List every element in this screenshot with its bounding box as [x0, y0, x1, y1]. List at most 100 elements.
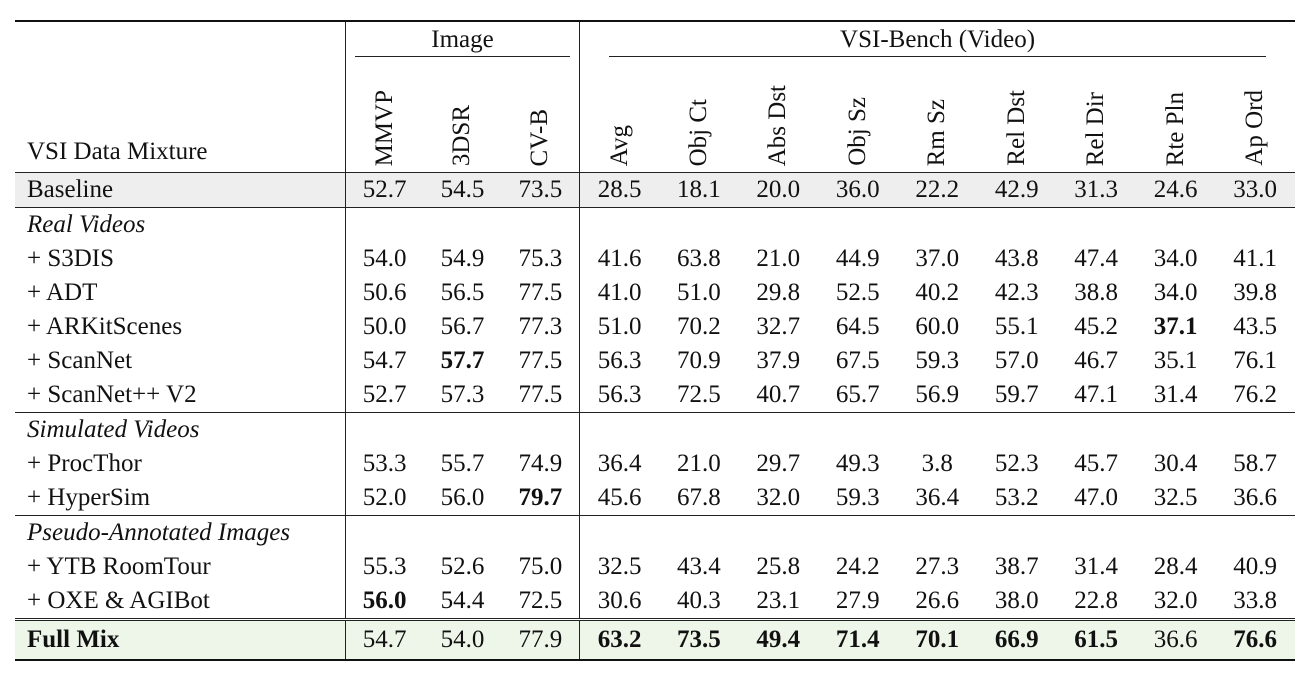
row-label: + YTB RoomTour — [27, 553, 211, 580]
cell-value: 71.4 — [835, 626, 880, 653]
cell-value: 72.5 — [676, 381, 721, 408]
empty-cell — [976, 515, 1057, 550]
cell: 40.3 — [659, 584, 738, 620]
column-header-row: MMVP 3DSR CV-B Avg Obj Ct Abs Dst Obj Sz Rm Sz R… — [15, 60, 1295, 173]
cell-value: 50.6 — [362, 279, 407, 306]
cell: 49.4 — [738, 618, 819, 661]
cell: 22.2 — [897, 172, 977, 208]
cell: 59.3 — [818, 481, 897, 516]
cell: 51.0 — [579, 310, 660, 344]
cell: 42.3 — [977, 276, 1056, 310]
cell-value: 37.0 — [915, 245, 960, 272]
cell: 33.8 — [1215, 584, 1295, 620]
cell-value: 18.1 — [676, 176, 721, 203]
cell: 41.0 — [579, 276, 660, 310]
column-header: Obj Ct — [659, 60, 738, 173]
empty-cell — [976, 412, 1057, 447]
cell-value: 70.2 — [676, 313, 721, 340]
cell-value: 25.8 — [756, 553, 801, 580]
cell-value: 31.3 — [1074, 176, 1119, 203]
empty-cell — [897, 515, 977, 550]
cell: 49.3 — [818, 447, 897, 481]
data-row: + ARKitScenes 50.0 56.7 77.3 51.0 70.2 32.7 64.… — [15, 310, 1295, 344]
cell-value: 55.1 — [994, 313, 1039, 340]
cell: 37.0 — [897, 242, 976, 276]
cell-value: 55.3 — [362, 553, 407, 580]
cell: 41.6 — [579, 242, 660, 276]
cell: 76.1 — [1215, 344, 1295, 378]
cell: 28.5 — [579, 172, 660, 208]
cell: 31.4 — [1136, 378, 1215, 413]
cell: 32.5 — [579, 550, 660, 584]
cell: 65.7 — [818, 378, 897, 413]
cell: 20.0 — [738, 172, 819, 208]
cell-value: 45.6 — [597, 484, 642, 511]
cell: 54.7 — [344, 344, 424, 378]
cell: 54.4 — [423, 584, 501, 620]
cell: 25.8 — [739, 550, 818, 584]
cell-value: 35.1 — [1153, 347, 1198, 374]
cell-value: 36.6 — [1153, 626, 1198, 653]
cell: 63.8 — [659, 242, 738, 276]
cell-value: 36.0 — [835, 176, 880, 203]
empty-cell — [1056, 412, 1136, 447]
cell-value: 24.2 — [835, 553, 880, 580]
section-row: Pseudo-Annotated Images — [15, 515, 1295, 550]
cell: 72.5 — [659, 378, 738, 413]
cell-value: 57.0 — [994, 347, 1039, 374]
cell-value: 43.4 — [676, 553, 721, 580]
cell: 29.8 — [739, 276, 818, 310]
cell: 45.6 — [579, 481, 660, 516]
row-label: + ScanNet — [27, 347, 133, 374]
cell-value: 70.9 — [676, 347, 721, 374]
cell: 37.1 — [1136, 310, 1215, 344]
column-header: Rel Dst — [977, 60, 1056, 173]
cell-value: 54.7 — [362, 626, 407, 653]
data-row: + ScanNet 54.7 57.7 77.5 56.3 70.9 37.9 67.5 59.… — [15, 344, 1295, 378]
cell: 76.2 — [1215, 378, 1295, 413]
data-row: + S3DIS 54.0 54.9 75.3 41.6 63.8 21.0 44.9 37.0 4… — [15, 242, 1295, 276]
cell-value: 52.7 — [362, 381, 407, 408]
column-label: Rm Sz — [923, 98, 951, 166]
cell: 79.7 — [502, 481, 580, 516]
cell-value: 37.9 — [756, 347, 801, 374]
data-row: + ScanNet++ V2 52.7 57.3 77.5 56.3 72.5 40.7 65… — [15, 378, 1295, 413]
empty-cell — [1056, 207, 1136, 242]
cell-value: 72.5 — [518, 587, 563, 614]
cell: 47.0 — [1056, 481, 1135, 516]
empty-cell — [659, 412, 739, 447]
cell-value: 41.0 — [597, 279, 642, 306]
section-row: Real Videos — [15, 207, 1295, 242]
cell: 63.2 — [579, 618, 660, 661]
cell-value: 38.7 — [994, 553, 1039, 580]
cell-value: 79.7 — [518, 484, 563, 511]
cell: 56.5 — [423, 276, 501, 310]
cell: 32.0 — [739, 481, 818, 516]
cell-value: 36.6 — [1233, 484, 1278, 511]
cell-value: 58.7 — [1233, 450, 1278, 477]
cell-value: 73.5 — [676, 626, 721, 653]
cell-value: 32.5 — [1153, 484, 1198, 511]
cell-value: 63.8 — [676, 245, 721, 272]
cell-value: 51.0 — [676, 279, 721, 306]
row-label: + OXE & AGIBot — [27, 587, 210, 614]
row-label: + ScanNet++ V2 — [27, 381, 197, 408]
cell: 36.6 — [1215, 481, 1295, 516]
cell-value: 76.6 — [1233, 626, 1278, 653]
cell: 70.9 — [659, 344, 738, 378]
cell: 26.6 — [897, 584, 976, 620]
cell: 60.0 — [897, 310, 976, 344]
cell-value: 42.9 — [994, 176, 1039, 203]
cell-value: 38.0 — [994, 587, 1039, 614]
cell: 31.4 — [1056, 550, 1135, 584]
cell: 38.7 — [977, 550, 1056, 584]
cell: 77.5 — [502, 378, 580, 413]
cell: 56.0 — [423, 481, 501, 516]
cell: 55.7 — [423, 447, 501, 481]
cell-value: 77.3 — [518, 313, 563, 340]
cell: 30.4 — [1136, 447, 1215, 481]
cell: 45.7 — [1056, 447, 1135, 481]
row-label: Baseline — [15, 172, 346, 208]
cell-value: 24.6 — [1153, 176, 1198, 203]
empty-cell — [1215, 207, 1295, 242]
